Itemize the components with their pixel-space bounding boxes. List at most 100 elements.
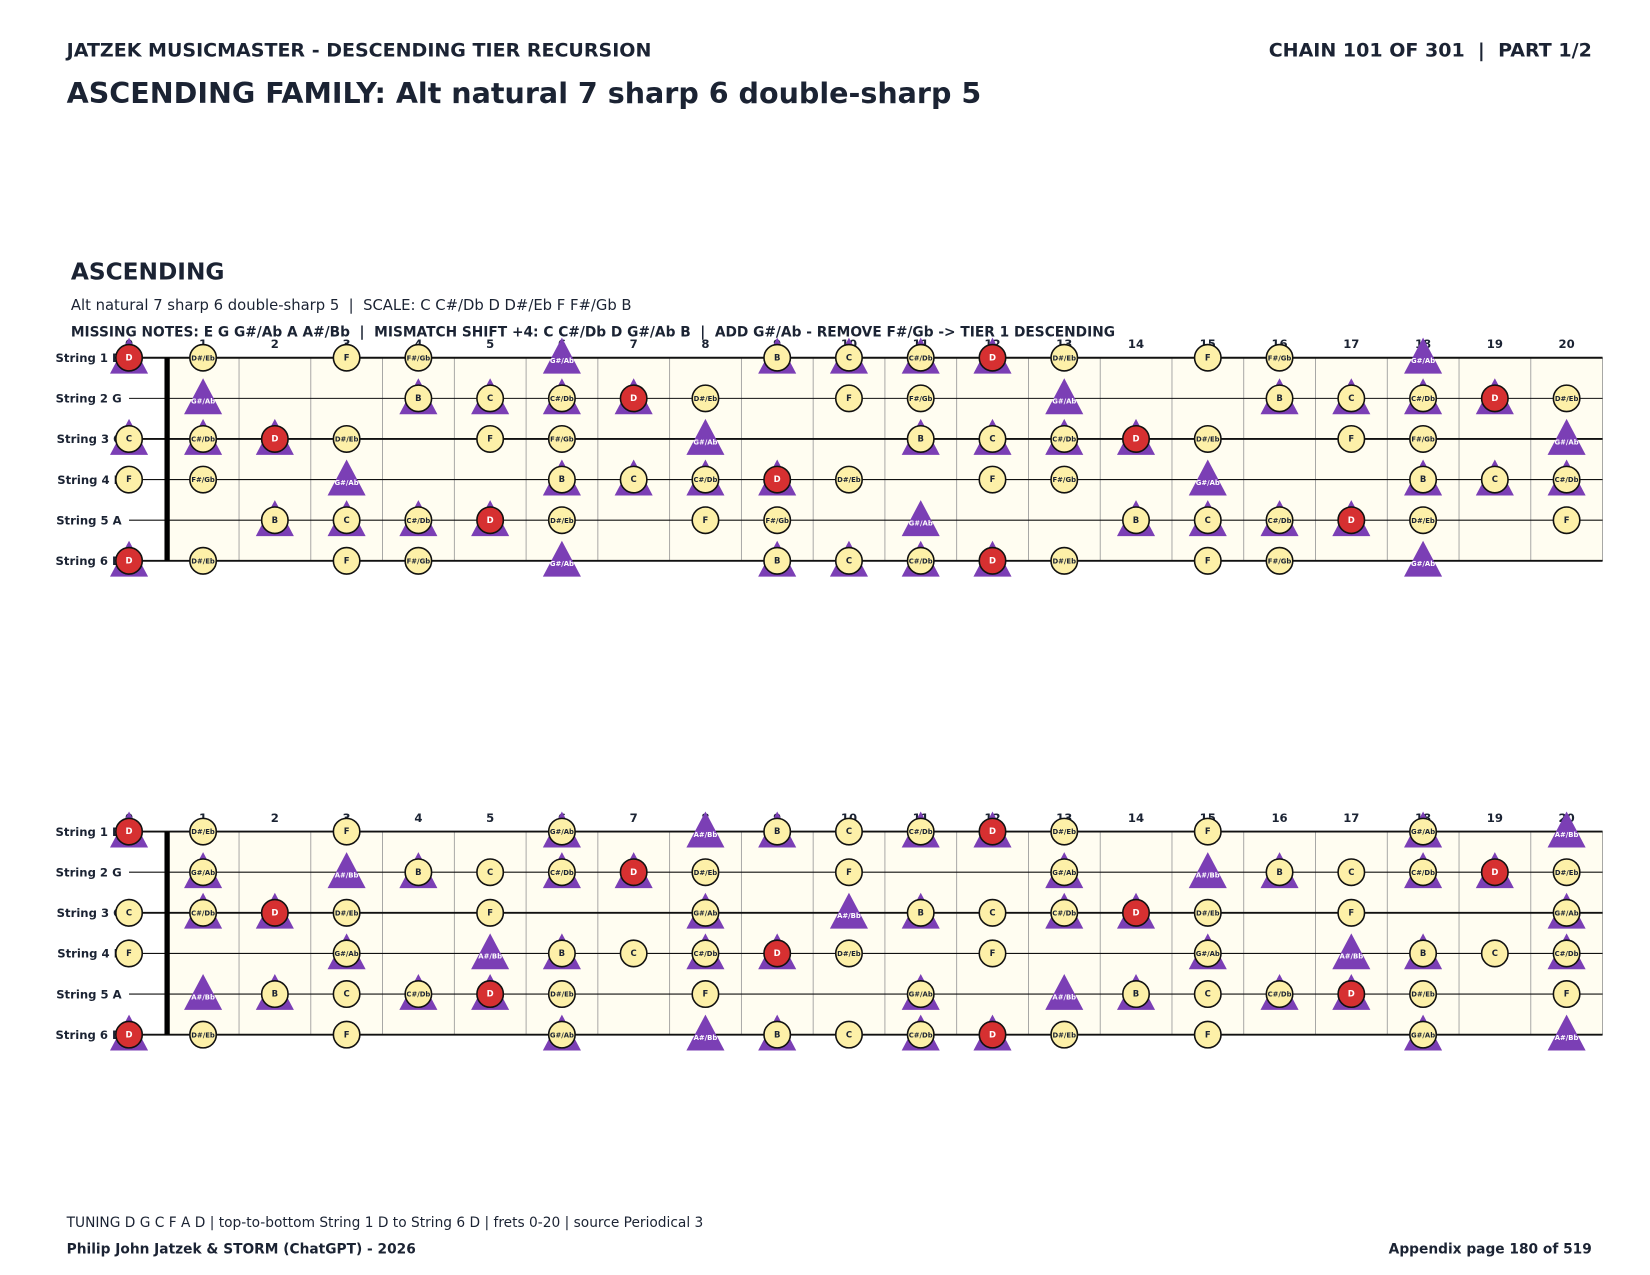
scale-note (547, 939, 576, 968)
root-note (115, 1020, 144, 1049)
string-label: String 4 F (57, 473, 121, 487)
note-label: D (1348, 515, 1355, 525)
note-label: F (846, 393, 852, 403)
scale-note (404, 980, 433, 1009)
scale-note (1265, 858, 1294, 887)
scale-note (1193, 343, 1222, 372)
scale-note (189, 898, 218, 927)
note-label: D (271, 907, 278, 917)
note-label: G#/Ab (1411, 828, 1435, 836)
scale-note (1265, 506, 1294, 535)
scale-note (404, 546, 433, 575)
note-label: F#/Gb (1411, 436, 1435, 444)
fret-number: 2 (271, 337, 279, 351)
note-label: F#/Gb (1268, 557, 1292, 565)
note-label: C#/Db (191, 436, 215, 444)
scale-note (476, 858, 505, 887)
note-label: A#/Bb (694, 1034, 718, 1042)
note-label: F (1205, 555, 1211, 565)
note-label: C (989, 907, 995, 917)
note-label: B (917, 434, 923, 444)
scale-note (260, 506, 289, 535)
scale-note (763, 506, 792, 535)
scale-note (332, 424, 361, 453)
triangle-marker (686, 811, 725, 848)
triangle-marker (1404, 337, 1443, 374)
triangle-marker (1547, 418, 1586, 455)
note-label: F (344, 1029, 350, 1039)
note-label: G#/Ab (550, 560, 574, 568)
scale-note (1337, 898, 1366, 927)
note-label: A#/Bb (837, 912, 861, 920)
note-label: C#/Db (1555, 950, 1579, 958)
triangle-marker (1547, 1014, 1586, 1051)
note-label: F#/Gb (765, 517, 789, 525)
note-label: C (126, 907, 132, 917)
header-left: JATZEK MUSICMASTER - DESCENDING TIER REC… (65, 39, 652, 61)
scale-note (1193, 546, 1222, 575)
note-label: G#/Ab (1411, 560, 1435, 568)
note-label: A#/Bb (1555, 831, 1579, 839)
footer-credit: Philip John Jatzek & STORM (ChatGPT) - 2… (67, 1242, 416, 1258)
scale-note (1552, 465, 1581, 494)
note-label: C#/Db (406, 517, 430, 525)
scale-note (547, 980, 576, 1009)
note-label: F#/Gb (1053, 476, 1077, 484)
scale-note (189, 817, 218, 846)
fretboards: 01234567891011121314151617181920String 1… (56, 337, 1603, 1051)
note-label: G#/Ab (1411, 357, 1435, 365)
note-label: A#/Bb (478, 953, 502, 961)
note-label: D#/Eb (1052, 828, 1076, 836)
string-label: String 1 D (56, 825, 122, 839)
string-label: String 1 D (56, 351, 122, 365)
note-label: A#/Bb (1339, 953, 1363, 961)
fret-number: 4 (414, 811, 422, 825)
string-label: String 5 A (56, 513, 121, 527)
scale-note (834, 465, 863, 494)
note-label: G#/Ab (1196, 479, 1220, 487)
scale-note (1193, 980, 1222, 1009)
scale-note (332, 546, 361, 575)
note-label: F (703, 989, 709, 999)
scale-note (332, 980, 361, 1009)
note-label: B (774, 555, 780, 565)
note-label: G#/Ab (693, 909, 717, 917)
scale-note (834, 1020, 863, 1049)
triangle-marker (327, 459, 366, 496)
scale-note (763, 343, 792, 372)
note-label: C (343, 989, 349, 999)
note-label: C (631, 474, 637, 484)
triangle-marker (901, 500, 940, 537)
triangle-marker (542, 337, 581, 374)
string-label: String 3 C (57, 906, 122, 920)
scale-note (691, 980, 720, 1009)
note-label: D#/Eb (1411, 517, 1435, 525)
fretboard: 01234567891011121314151617181920String 1… (56, 811, 1603, 1051)
note-label: D (126, 826, 133, 836)
root-note (115, 546, 144, 575)
note-label: D (487, 515, 494, 525)
scale-note (115, 939, 144, 968)
scale-note (1409, 817, 1438, 846)
note-label: G#/Ab (191, 869, 215, 877)
note-label: C (846, 1029, 852, 1039)
scale-note (1337, 424, 1366, 453)
note-label: D (126, 1029, 133, 1039)
triangle-marker (1188, 459, 1227, 496)
note-label: F (1564, 515, 1570, 525)
scale-note (691, 898, 720, 927)
note-label: C#/Db (1268, 991, 1292, 999)
root-note (978, 817, 1007, 846)
scale-note (1193, 939, 1222, 968)
note-label: B (415, 867, 421, 877)
note-label: G#/Ab (1411, 1031, 1435, 1039)
note-label: C (1492, 474, 1498, 484)
note-label: F (126, 948, 132, 958)
scale-note (1409, 465, 1438, 494)
scale-note (1409, 939, 1438, 968)
note-label: D (774, 474, 781, 484)
triangle-marker (1045, 973, 1084, 1010)
note-label: F (344, 352, 350, 362)
note-label: G#/Ab (1555, 909, 1579, 917)
scale-note (476, 898, 505, 927)
